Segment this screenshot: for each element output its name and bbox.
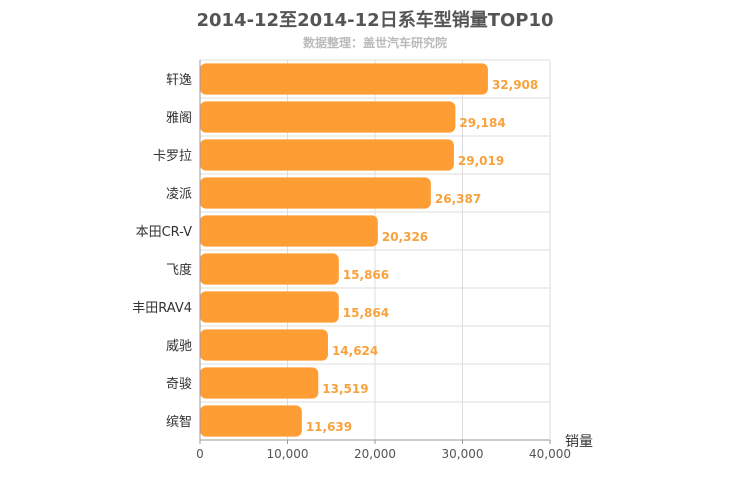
bar: [200, 329, 328, 361]
x-tick-label: 20,000: [354, 447, 396, 461]
data-label: 13,519: [322, 382, 368, 396]
x-tick-label: 30,000: [442, 447, 484, 461]
data-label: 32,908: [492, 78, 538, 92]
category-label: 卡罗拉: [153, 149, 192, 164]
x-axis-title: 销量: [565, 434, 593, 450]
category-label: 凌派: [166, 187, 192, 202]
category-label: 奇骏: [166, 376, 192, 392]
chart-subtitle: 数据整理：盖世汽车研究院: [302, 36, 447, 50]
data-label: 29,019: [458, 154, 504, 168]
data-label: 15,866: [343, 268, 389, 282]
bar: [200, 291, 339, 323]
data-label: 29,184: [459, 116, 505, 130]
category-label: 丰田RAV4: [132, 301, 192, 316]
category-label: 飞度: [166, 262, 192, 278]
bar: [200, 215, 378, 247]
chart-title: 2014-12至2014-12日系车型销量TOP10: [196, 10, 554, 31]
x-tick-label: 0: [196, 447, 204, 461]
category-label: 雅阁: [166, 111, 192, 126]
bar: [200, 63, 488, 95]
x-tick-label: 10,000: [267, 447, 309, 461]
bar: [200, 405, 302, 437]
data-label: 15,864: [343, 306, 389, 320]
bar: [200, 101, 456, 133]
x-tick-label: 40,000: [529, 447, 571, 461]
category-label: 缤智: [166, 414, 192, 430]
data-label: 26,387: [435, 192, 481, 206]
bar: [200, 177, 431, 209]
bar: [200, 367, 319, 399]
category-label: 威驰: [166, 339, 192, 354]
bar: [200, 253, 339, 285]
bar: [200, 139, 454, 171]
category-label: 本田CR-V: [136, 225, 193, 240]
category-label: 轩逸: [166, 73, 192, 88]
data-label: 14,624: [332, 344, 378, 358]
data-label: 20,326: [382, 230, 428, 244]
data-label: 11,639: [306, 420, 352, 434]
bars: 32,908 29,184 29,019 26,387 20,326 15,866 15,8…: [200, 63, 538, 437]
